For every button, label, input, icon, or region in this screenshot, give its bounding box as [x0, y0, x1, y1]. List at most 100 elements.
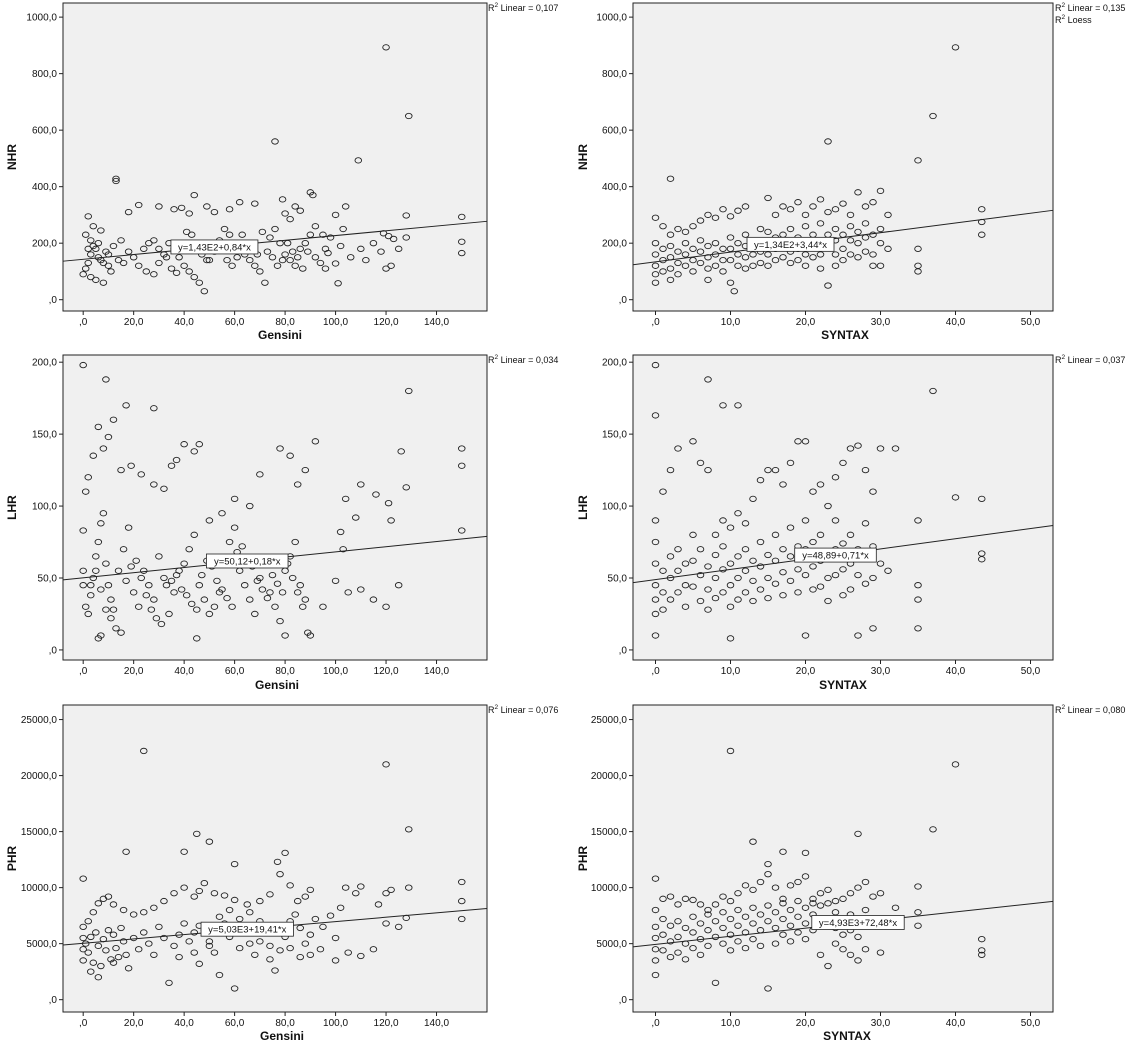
data-point: [764, 594, 772, 602]
data-point: [786, 922, 795, 929]
data-point: [150, 596, 158, 603]
data-point: [801, 920, 810, 927]
data-point: [134, 262, 143, 269]
data-point: [152, 615, 161, 622]
x-tick-label: 20,0: [796, 1018, 816, 1029]
data-point: [89, 959, 98, 966]
data-point: [861, 203, 870, 210]
data-point: [839, 200, 847, 207]
data-point: [779, 569, 787, 576]
data-point: [140, 747, 148, 755]
x-tick-label: 140,0: [424, 666, 449, 677]
data-point: [352, 890, 360, 897]
data-point: [696, 546, 705, 553]
data-point: [190, 531, 198, 538]
data-point: [119, 938, 128, 945]
data-point: [384, 500, 393, 507]
y-tick-label: 50,0: [608, 573, 628, 584]
data-point: [306, 231, 315, 238]
data-point: [854, 228, 862, 236]
data-point: [779, 895, 787, 902]
data-point: [824, 597, 832, 605]
data-point: [89, 574, 98, 582]
data-point: [659, 931, 667, 938]
y-tick-label: ,0: [619, 645, 628, 656]
data-point: [311, 915, 320, 923]
data-point: [230, 495, 239, 503]
data-point: [854, 442, 862, 449]
data-point: [172, 456, 181, 464]
data-point: [185, 210, 193, 217]
y-tick-label: ,0: [49, 295, 58, 306]
data-points: [651, 747, 986, 992]
equation-label: y=1,34E2+3,44*x: [754, 240, 827, 251]
y-tick-label: 25000,0: [591, 715, 628, 726]
data-point: [704, 563, 712, 570]
data-point: [696, 217, 705, 224]
data-point: [107, 615, 115, 622]
data-point: [854, 830, 862, 838]
data-point: [87, 592, 95, 599]
data-point: [681, 582, 690, 589]
x-tick-label: 120,0: [374, 317, 399, 328]
data-point: [458, 915, 466, 923]
data-point: [352, 514, 360, 521]
data-point: [786, 206, 795, 213]
data-point: [666, 596, 675, 603]
data-point: [306, 886, 315, 894]
data-point: [734, 207, 742, 214]
data-point: [831, 474, 840, 481]
data-point: [79, 527, 87, 534]
data-point: [831, 909, 840, 916]
data-point: [218, 586, 226, 593]
data-point: [84, 610, 92, 618]
data-point: [99, 279, 108, 286]
data-point: [659, 947, 667, 954]
data-point: [162, 254, 171, 261]
data-points: [79, 361, 466, 642]
data-point: [719, 940, 727, 947]
x-tick-label: 40,0: [946, 317, 966, 328]
data-point: [756, 225, 765, 233]
data-point: [914, 909, 922, 916]
data-point: [651, 632, 660, 639]
data-point: [696, 259, 705, 267]
data-point: [276, 445, 284, 452]
data-point: [681, 603, 690, 610]
data-point: [109, 959, 118, 966]
data-point: [119, 259, 128, 267]
data-point: [160, 897, 168, 905]
data-point: [203, 203, 211, 210]
data-point: [150, 271, 158, 278]
data-point: [180, 848, 188, 855]
data-point: [225, 206, 234, 213]
data-point: [659, 223, 667, 230]
data-point: [301, 596, 310, 603]
data-point: [354, 157, 363, 164]
data-point: [99, 445, 108, 452]
data-point: [794, 589, 802, 596]
data-point: [831, 897, 840, 905]
data-point: [801, 936, 810, 943]
plot-area: [632, 2, 1054, 312]
data-point: [304, 248, 312, 255]
data-point: [726, 234, 735, 241]
data-point: [978, 495, 986, 503]
data-point: [87, 933, 95, 941]
data-point: [824, 502, 832, 510]
data-point: [884, 211, 892, 219]
data-point: [674, 918, 682, 925]
data-point: [134, 946, 143, 953]
data-point: [734, 251, 742, 258]
data-point: [190, 191, 198, 199]
data-point: [809, 586, 817, 593]
data-point: [674, 567, 682, 574]
data-point: [756, 563, 765, 570]
y-tick-label: 10000,0: [21, 883, 58, 894]
data-point: [651, 957, 660, 964]
data-point: [869, 199, 877, 206]
data-point: [286, 944, 294, 952]
data-point: [801, 571, 810, 579]
data-point: [369, 596, 378, 603]
x-tick-label: ,0: [651, 1018, 660, 1029]
